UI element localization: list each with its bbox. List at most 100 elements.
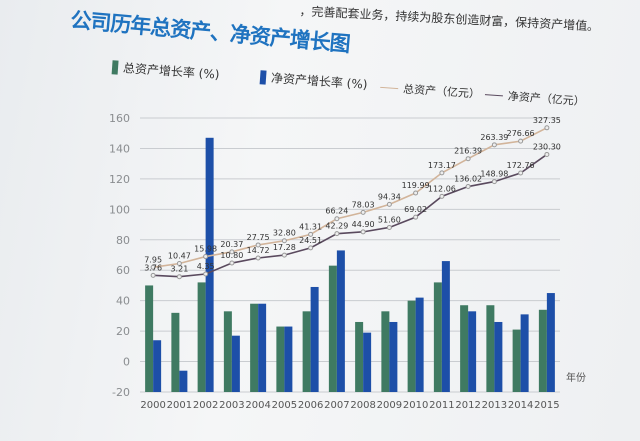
bar-net-growth-2012 <box>468 311 477 392</box>
bar-total-growth-2010 <box>407 300 416 392</box>
x-tick-label: 2003 <box>219 400 244 411</box>
line-total-assets <box>153 127 548 269</box>
bar-total-growth-2009 <box>381 311 390 392</box>
y-tick-label: 20 <box>116 325 130 338</box>
y-tick-label: 0 <box>123 356 130 369</box>
data-label: 173.17 <box>428 161 456 170</box>
data-label: 7.95 <box>144 255 162 264</box>
line-point <box>308 231 314 237</box>
x-tick-label: 2005 <box>272 400 297 411</box>
line-point <box>544 151 550 157</box>
bar-net-growth-2008 <box>363 332 372 392</box>
line-point <box>439 193 445 199</box>
line-point <box>334 231 340 237</box>
bar-total-growth-2002 <box>197 282 206 392</box>
data-label: 263.39 <box>480 133 508 142</box>
data-label: 69.02 <box>404 205 427 214</box>
line-point <box>255 242 261 248</box>
x-tick-label: 2004 <box>245 400 270 411</box>
bar-total-growth-2000 <box>145 285 154 392</box>
data-label: 148.98 <box>480 170 508 179</box>
data-label: 10.80 <box>220 251 243 260</box>
line-point <box>518 138 524 144</box>
line-point <box>518 170 524 176</box>
bar-net-growth-2001 <box>179 370 188 392</box>
line-point <box>203 254 209 260</box>
y-tick-label: 60 <box>116 264 130 277</box>
line-point <box>439 170 445 176</box>
line-point <box>491 142 497 148</box>
bar-net-growth-2013 <box>494 321 503 392</box>
line-point <box>334 216 340 222</box>
bar-net-growth-2011 <box>441 261 450 392</box>
data-label: 20.37 <box>220 240 243 249</box>
y-tick-label: 100 <box>109 203 130 216</box>
data-label: 41.31 <box>299 222 322 231</box>
y-tick-label: 80 <box>116 234 130 247</box>
x-tick-label: 2008 <box>350 400 375 411</box>
line-net-assets <box>153 153 548 278</box>
data-label: 14.72 <box>247 246 270 255</box>
bar-total-growth-2015 <box>538 309 547 392</box>
y-tick-label: 160 <box>109 112 130 125</box>
bar-net-growth-2015 <box>546 293 555 392</box>
x-tick-label: 2010 <box>403 400 428 411</box>
line-point <box>229 249 235 255</box>
x-tick-label: 2015 <box>534 400 559 411</box>
data-label: 119.99 <box>402 181 430 190</box>
bar-total-growth-2003 <box>223 311 232 392</box>
x-tick-label: 2013 <box>482 400 507 411</box>
data-label: 4.35 <box>197 262 215 271</box>
bar-total-growth-2013 <box>486 305 495 392</box>
bar-total-growth-2006 <box>302 311 311 392</box>
line-point <box>281 252 287 258</box>
y-tick-label: 140 <box>109 142 130 155</box>
bar-net-growth-2014 <box>520 314 529 392</box>
y-tick-label: 40 <box>116 295 130 308</box>
bar-net-growth-2010 <box>415 297 424 392</box>
bar-net-growth-2004 <box>258 303 267 392</box>
data-label: 3.76 <box>144 263 162 272</box>
line-point <box>360 209 366 215</box>
bar-total-growth-2008 <box>355 321 364 392</box>
x-tick-label: 2011 <box>429 400 454 411</box>
data-label: 15.98 <box>194 245 217 254</box>
line-point <box>150 264 156 270</box>
y-tick-label: -20 <box>112 386 130 399</box>
x-tick-label: 2001 <box>167 400 192 411</box>
line-point <box>255 255 261 261</box>
bar-total-growth-2004 <box>250 303 259 392</box>
line-point <box>386 201 392 207</box>
data-label: 10.47 <box>168 252 191 261</box>
x-tick-label: 2002 <box>193 400 218 411</box>
data-label: 230.30 <box>533 142 561 151</box>
data-label: 94.34 <box>378 192 401 201</box>
data-label: 216.39 <box>454 147 482 156</box>
bar-net-growth-2005 <box>284 326 293 392</box>
data-label: 24.51 <box>299 236 322 245</box>
line-point <box>465 156 471 162</box>
line-point <box>176 261 182 267</box>
data-label: 327.35 <box>533 116 561 125</box>
line-point <box>203 271 209 277</box>
line-point <box>544 125 550 131</box>
bar-total-growth-2007 <box>328 265 337 392</box>
bar-net-growth-2003 <box>231 335 240 392</box>
x-axis-label: 年份 <box>566 371 586 384</box>
data-label: 44.90 <box>352 220 375 229</box>
line-point <box>308 245 314 251</box>
x-tick-label: 2012 <box>455 400 480 411</box>
x-tick-label: 2014 <box>508 400 533 411</box>
line-point <box>360 229 366 235</box>
data-label: 51.60 <box>378 215 401 224</box>
bar-total-growth-2012 <box>460 305 469 392</box>
x-tick-label: 2006 <box>298 400 323 411</box>
data-label: 42.29 <box>325 222 348 231</box>
data-label: 27.75 <box>247 233 270 242</box>
y-tick-label: 120 <box>109 173 130 186</box>
data-label: 3.21 <box>170 265 188 274</box>
bar-total-growth-2001 <box>171 312 180 392</box>
line-point <box>386 224 392 230</box>
line-point <box>150 272 156 278</box>
x-tick-label: 2000 <box>140 400 165 411</box>
